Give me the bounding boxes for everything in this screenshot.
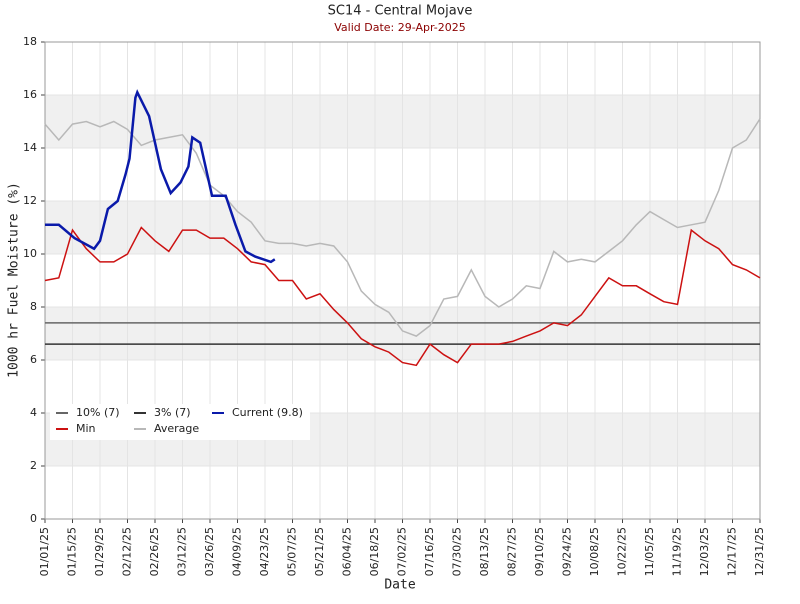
x-tick-label: 05/07/25: [286, 527, 299, 576]
legend-label: Average: [154, 422, 199, 435]
x-tick-label: 08/13/25: [478, 527, 491, 576]
y-tick-label: 10: [23, 247, 37, 260]
x-tick-label: 06/18/25: [368, 527, 381, 576]
x-tick-label: 03/26/25: [203, 527, 216, 576]
x-tick-label: 03/12/25: [176, 527, 189, 576]
x-tick-label: 01/01/25: [38, 527, 51, 576]
x-tick-label: 11/19/25: [671, 527, 684, 576]
y-axis-label: 1000 hr Fuel Moisture (%): [7, 182, 22, 378]
y-tick-label: 18: [23, 35, 37, 48]
x-tick-label: 02/12/25: [121, 527, 134, 576]
legend-label: Current (9.8): [232, 406, 303, 419]
x-tick-label: 10/22/25: [616, 527, 629, 576]
y-tick-label: 2: [30, 459, 37, 472]
x-tick-label: 01/29/25: [93, 527, 106, 576]
y-tick-label: 12: [23, 194, 37, 207]
y-tick-label: 6: [30, 353, 37, 366]
legend: 10% (7) 3% (7) Current (9.8) Min Average: [50, 404, 310, 440]
x-tick-label: 11/05/25: [643, 527, 656, 576]
x-axis-label: Date: [384, 578, 415, 593]
x-tick-label: 09/10/25: [533, 527, 546, 576]
x-tick-label: 04/09/25: [231, 527, 244, 576]
y-tick-label: 14: [23, 141, 37, 154]
x-tick-label: 12/03/25: [698, 527, 711, 576]
x-tick-label: 07/02/25: [396, 527, 409, 576]
legend-label: Min: [76, 422, 96, 435]
x-tick-label: 01/15/25: [66, 527, 79, 576]
x-tick-label: 05/21/25: [313, 527, 326, 576]
x-tick-label: 02/26/25: [148, 527, 161, 576]
legend-box: [50, 404, 310, 440]
legend-label: 3% (7): [154, 406, 191, 419]
x-tick-label: 12/31/25: [753, 527, 766, 576]
series-line: [44, 118, 761, 337]
x-tick-label: 12/17/25: [726, 527, 739, 576]
y-tick-label: 8: [30, 300, 37, 313]
y-tick-label: 16: [23, 88, 37, 101]
x-tick-label: 09/24/25: [561, 527, 574, 576]
series-line: [44, 226, 761, 367]
y-tick-label: 4: [30, 406, 37, 419]
y-tick-label: 0: [30, 512, 37, 525]
x-tick-label: 08/27/25: [506, 527, 519, 576]
x-tick-label: 04/23/25: [258, 527, 271, 576]
chart-subtitle: Valid Date: 29-Apr-2025: [334, 21, 466, 34]
series-line: [45, 89, 276, 264]
x-tick-label: 07/30/25: [451, 527, 464, 576]
x-tick-label: 07/16/25: [423, 527, 436, 576]
x-tick-label: 10/08/25: [588, 527, 601, 576]
chart-title: SC14 - Central Mojave: [328, 4, 473, 19]
x-tick-label: 06/04/25: [341, 527, 354, 576]
legend-label: 10% (7): [76, 406, 120, 419]
